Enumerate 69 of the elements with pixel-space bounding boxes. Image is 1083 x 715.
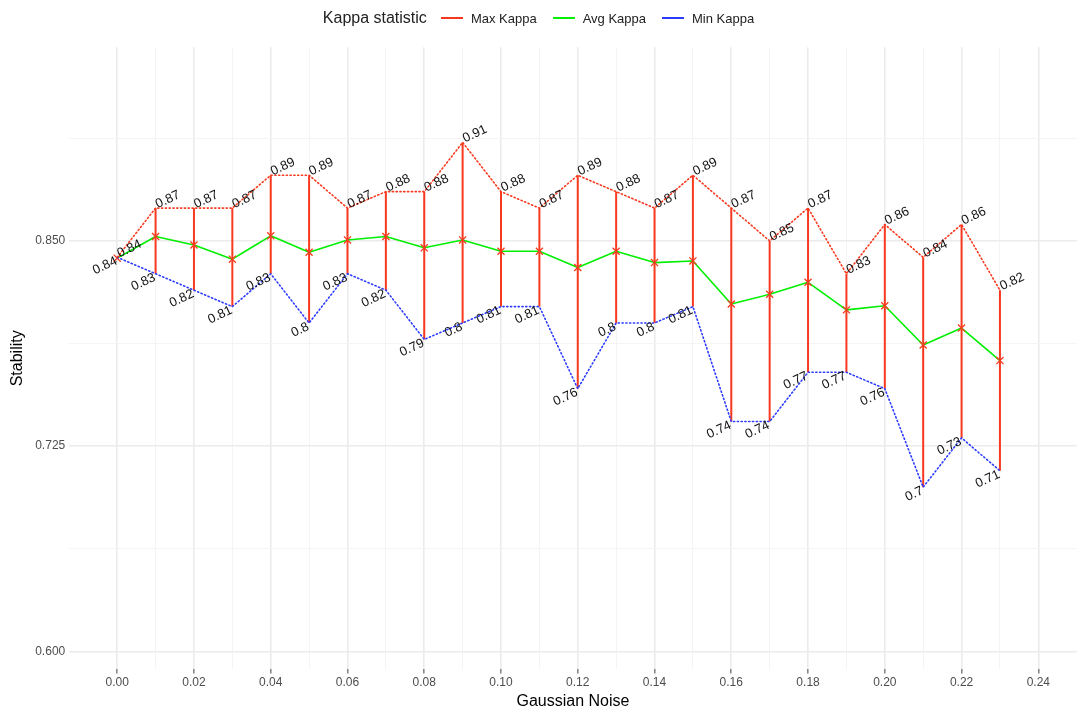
data-label: 0.89 [690, 153, 720, 179]
data-label: 0.87 [536, 186, 566, 211]
data-label: 0.84 [920, 235, 950, 261]
data-label: 0.7 [902, 482, 926, 504]
x-tick-label: 0.20 [873, 674, 897, 689]
data-label: 0.74 [704, 416, 734, 442]
data-label: 0.83 [843, 252, 873, 277]
x-tick-label: 0.12 [566, 674, 590, 689]
data-label: 0.88 [421, 170, 451, 195]
data-label: 0.89 [574, 153, 605, 179]
x-tick-label: 0.18 [796, 674, 821, 689]
x-tick-label: 0.00 [105, 674, 130, 689]
x-tick-label: 0.24 [1026, 674, 1051, 689]
x-axis-title: Gaussian Noise [516, 691, 630, 709]
data-label: 0.8 [595, 318, 619, 340]
data-label: 0.8 [288, 318, 312, 340]
data-label: 0.76 [857, 384, 887, 409]
x-tick-label: 0.22 [949, 674, 974, 689]
data-label: 0.81 [665, 302, 695, 327]
y-tick-label: 0.850 [35, 233, 66, 248]
data-label: 0.82 [166, 285, 196, 310]
data-label: 0.82 [997, 268, 1027, 294]
data-label: 0.83 [243, 269, 273, 294]
data-label: 0.81 [205, 302, 235, 327]
data-label: 0.89 [306, 153, 336, 179]
x-tick-label: 0.04 [259, 674, 283, 689]
data-label: 0.88 [613, 170, 643, 195]
data-label: 0.8 [633, 318, 657, 340]
x-tick-label: 0.02 [182, 674, 206, 689]
data-label: 0.85 [766, 219, 797, 244]
data-label: 0.82 [358, 285, 388, 310]
y-tick-label: 0.600 [35, 643, 66, 658]
data-label: 0.76 [550, 384, 580, 409]
legend-label: Max Kappa [470, 10, 537, 26]
x-tick-label: 0.10 [489, 674, 513, 689]
data-label: 0.86 [958, 203, 989, 228]
data-label: 0.87 [152, 186, 183, 211]
legend-label: Min Kappa [692, 10, 755, 26]
data-label: 0.87 [805, 186, 835, 211]
data-label: 0.71 [972, 466, 1002, 491]
data-label: 0.89 [267, 153, 298, 179]
data-label: 0.86 [882, 203, 912, 228]
data-label: 0.74 [742, 416, 772, 442]
y-tick-label: 0.725 [35, 438, 66, 453]
data-label: 0.88 [383, 170, 413, 195]
x-tick-label: 0.08 [412, 674, 437, 689]
x-tick-label: 0.06 [335, 674, 360, 689]
x-tick-label: 0.14 [642, 674, 667, 689]
data-label: 0.84 [114, 235, 144, 261]
data-label: 0.8 [441, 318, 465, 340]
data-label: 0.83 [320, 269, 350, 294]
x-tick-label: 0.16 [719, 674, 744, 689]
data-label: 0.87 [229, 186, 259, 211]
legend-label: Avg Kappa [582, 10, 647, 26]
data-label: 0.83 [128, 269, 158, 294]
data-label: 0.87 [191, 186, 221, 211]
data-label: 0.87 [344, 186, 374, 211]
data-label: 0.73 [934, 433, 964, 458]
data-label: 0.81 [512, 302, 542, 327]
data-label: 0.87 [728, 186, 758, 211]
data-label: 0.79 [396, 334, 427, 360]
data-label: 0.87 [651, 186, 681, 211]
data-label: 0.77 [819, 367, 849, 393]
data-label: 0.91 [459, 120, 490, 146]
data-label: 0.77 [780, 367, 811, 393]
data-label: 0.88 [498, 170, 528, 195]
data-label: 0.81 [473, 302, 504, 327]
y-axis-title: Stability [8, 330, 26, 387]
legend-title: Kappa statistic [322, 9, 427, 27]
